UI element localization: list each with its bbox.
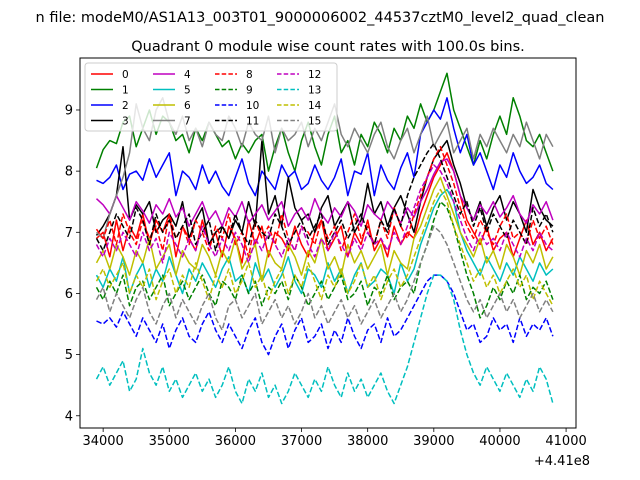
y-tick-label: 5 [65, 348, 73, 363]
y-tick-label: 6 [65, 287, 73, 302]
series-line-12 [95, 164, 554, 264]
legend-label-7: 7 [184, 116, 191, 128]
series-line-2 [96, 97, 554, 197]
y-tick-label: 4 [65, 409, 73, 424]
series-line-0 [95, 152, 554, 264]
x-tick-label: 39000 [413, 434, 454, 449]
series-line-6 [95, 176, 554, 282]
series-line-15 [95, 225, 554, 331]
axis-ticks: 34000 35000 36000 37000 38000 39000 40000 41000… [65, 103, 587, 449]
series-line-4 [95, 158, 554, 227]
x-tick-label: 34000 [82, 434, 123, 449]
legend-label-4: 4 [184, 69, 191, 81]
legend-label-3: 3 [122, 116, 129, 128]
legend-label-12: 12 [308, 69, 321, 81]
y-tick-label: 7 [65, 226, 73, 241]
legend-label-11: 11 [246, 116, 259, 128]
series-line-9 [95, 200, 554, 319]
legend-label-15: 15 [308, 116, 321, 128]
x-tick-label: 36000 [215, 434, 256, 449]
legend-label-8: 8 [246, 69, 253, 81]
legend-label-10: 10 [246, 100, 259, 112]
y-tick-label: 8 [65, 165, 73, 180]
legend-label-9: 9 [246, 85, 253, 97]
x-tick-label: 37000 [281, 434, 322, 449]
series-line-11 [95, 142, 554, 252]
legend-label-14: 14 [308, 100, 322, 112]
axes-frame [79, 57, 577, 429]
x-offset-label: +4.41e8 [534, 454, 590, 469]
series-line-13 [95, 274, 554, 405]
legend-label-2: 2 [122, 100, 129, 112]
x-tick-label: 40000 [479, 434, 520, 449]
series-line-14 [95, 188, 554, 307]
legend-label-6: 6 [184, 100, 191, 112]
legend-box [84, 62, 338, 132]
figure-suptitle: n file: modeM0/AS1A13_003T01_9000006002_… [36, 10, 605, 26]
x-tick-label: 35000 [149, 434, 190, 449]
legend-label-5: 5 [184, 85, 191, 97]
chart-title: Quadrant 0 module wise count rates with … [131, 39, 525, 55]
series-line-5 [95, 188, 554, 295]
series-line-10 [96, 274, 554, 356]
legend-label-13: 13 [308, 85, 321, 97]
legend-label-0: 0 [122, 69, 129, 81]
y-tick-label: 9 [65, 103, 73, 118]
x-tick-label: 38000 [347, 434, 388, 449]
x-tick-label: 41000 [545, 434, 586, 449]
legend-label-1: 1 [122, 85, 129, 97]
